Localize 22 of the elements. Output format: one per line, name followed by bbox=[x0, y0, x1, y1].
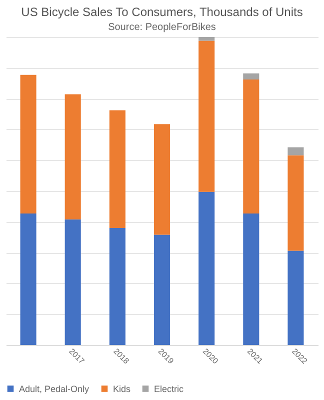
chart-subtitle: Source: PeopleForBikes bbox=[108, 22, 216, 33]
bar bbox=[109, 110, 126, 228]
bar bbox=[64, 94, 81, 220]
bar bbox=[109, 228, 126, 345]
bar bbox=[243, 213, 260, 345]
legend-label: Kids bbox=[113, 384, 132, 394]
bar bbox=[288, 250, 304, 345]
bar bbox=[198, 192, 215, 345]
bar bbox=[154, 234, 170, 345]
legend-label: Electric bbox=[154, 384, 184, 394]
bar bbox=[198, 40, 215, 192]
chart-title: US Bicycle Sales To Consumers, Thousands of Units bbox=[21, 5, 303, 19]
bar bbox=[288, 147, 304, 156]
bar bbox=[243, 73, 260, 80]
bar bbox=[64, 219, 81, 345]
bar bbox=[20, 74, 36, 214]
bar bbox=[154, 124, 170, 235]
bar bbox=[288, 155, 304, 251]
bar bbox=[198, 37, 215, 41]
bar bbox=[243, 80, 260, 214]
legend-label: Adult, Pedal-Only bbox=[19, 384, 90, 394]
bar bbox=[20, 213, 36, 345]
